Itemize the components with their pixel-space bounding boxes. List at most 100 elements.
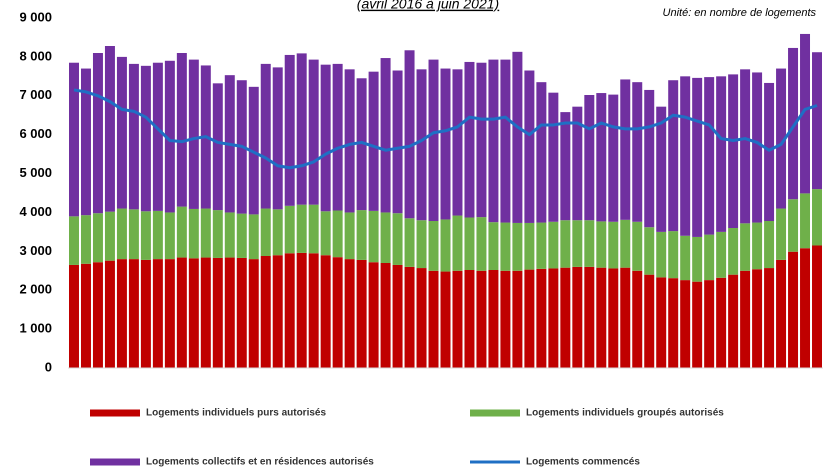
bar-segment <box>236 213 247 258</box>
bar-segment <box>476 62 487 218</box>
bar-segment <box>644 274 655 368</box>
bar-segment <box>284 54 295 206</box>
legend-label: Logements collectifs et en résidences au… <box>146 457 374 468</box>
bar-segment <box>332 63 343 211</box>
bar-segment <box>224 257 235 368</box>
bar-segment <box>452 69 463 216</box>
y-tick-label: 1 000 <box>19 321 52 336</box>
bar-segment <box>92 53 103 214</box>
bar-segment <box>656 231 667 278</box>
bar-segment <box>560 220 571 268</box>
bar-segment <box>788 199 799 252</box>
bar-segment <box>752 222 763 270</box>
legend-label: Logements individuels groupés autorisés <box>526 408 724 419</box>
bar-segment <box>440 68 451 220</box>
bar-segment <box>152 210 163 260</box>
y-tick-label: 4 000 <box>19 204 52 219</box>
bar-segment <box>704 280 715 368</box>
bar-segment <box>284 253 295 368</box>
line-series <box>73 88 818 170</box>
bar-segment <box>452 215 463 271</box>
bar-segment <box>260 63 271 209</box>
bar-segment <box>776 259 787 368</box>
legend-swatch <box>90 409 140 417</box>
bar-segment <box>320 255 331 368</box>
bar-segment <box>308 253 319 368</box>
bar-segment <box>800 33 811 194</box>
bar-segment <box>392 70 403 214</box>
bar-segment <box>536 268 547 368</box>
bar-segment <box>248 214 259 260</box>
bar-segment <box>656 277 667 368</box>
bar-segment <box>620 79 631 220</box>
bar-segment <box>548 268 559 368</box>
bar-segment <box>128 63 139 210</box>
bar-segment <box>260 208 271 256</box>
bar-segment <box>500 59 511 223</box>
bar-segment <box>116 259 127 368</box>
bar-segment <box>344 212 355 260</box>
bar-segment <box>356 78 367 211</box>
bar-segment <box>176 206 187 258</box>
bar-segment <box>488 59 499 223</box>
bar-segment <box>632 82 643 222</box>
chart-title: (avril 2016 à juin 2021) <box>357 0 499 12</box>
bar-segment <box>584 95 595 221</box>
bar-segment <box>620 219 631 268</box>
bar-segment <box>428 270 439 368</box>
bar-segment <box>572 220 583 267</box>
bar-segment <box>308 59 319 205</box>
bar-segment <box>548 221 559 269</box>
bar-segment <box>116 208 127 260</box>
bar-segment <box>140 259 151 368</box>
bar-segment <box>476 270 487 368</box>
y-tick-label: 9 000 <box>19 9 52 24</box>
bar-segment <box>332 210 343 258</box>
bar-segment <box>320 211 331 256</box>
bar-segment <box>272 255 283 368</box>
bar-segment <box>296 204 307 253</box>
bar-segment <box>476 217 487 271</box>
bar-segment <box>596 267 607 368</box>
bar-segment <box>104 260 115 368</box>
bar-segment <box>788 47 799 200</box>
bar-segment <box>69 264 79 368</box>
bar-segment <box>164 60 175 213</box>
legend-swatch <box>470 409 520 417</box>
bar-segment <box>800 248 811 368</box>
y-tick-label: 0 <box>45 359 52 374</box>
bar-segment <box>404 218 415 267</box>
bar-segment <box>404 266 415 368</box>
unit-note: Unité: en nombre de logements <box>663 7 817 19</box>
bar-segment <box>488 270 499 368</box>
bar-segment <box>596 93 607 222</box>
bar-segment <box>608 94 619 222</box>
bar-segment <box>752 72 763 223</box>
bar-segment <box>680 280 691 368</box>
bar-segment <box>512 222 523 271</box>
bar-segment <box>632 270 643 368</box>
bar-segment <box>176 53 187 207</box>
bar-segment <box>524 269 535 368</box>
bar-segment <box>368 71 379 211</box>
bar-segment <box>560 112 571 221</box>
bar-segment <box>428 59 439 221</box>
bar-segment <box>380 263 391 368</box>
bar-segment <box>776 68 787 209</box>
bar-segment <box>668 80 679 232</box>
bar-segment <box>512 270 523 368</box>
bar-segment <box>536 82 547 223</box>
bar-segment <box>512 51 523 223</box>
bar-segment <box>272 209 283 256</box>
bar-segment <box>788 251 799 368</box>
bar-segment <box>548 92 559 222</box>
bar-segment <box>69 62 79 217</box>
bar-segment <box>632 221 643 271</box>
bar-segment <box>536 222 547 269</box>
bar-segment <box>248 259 259 368</box>
bar-segment <box>728 274 739 368</box>
bar-segment <box>92 262 103 368</box>
bar-segment <box>380 212 391 263</box>
bar-segment <box>596 221 607 268</box>
